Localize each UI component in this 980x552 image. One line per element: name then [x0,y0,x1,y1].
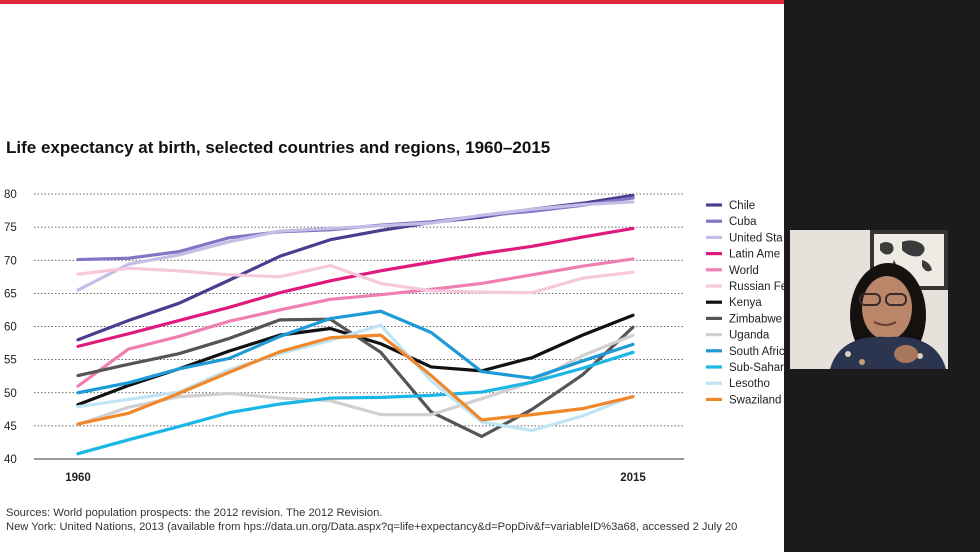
y-tick-label: 55 [4,355,17,367]
series-line-uganda [76,333,635,427]
presenter-video-thumbnail[interactable] [790,230,948,369]
legend-label: Kenya [729,297,762,309]
legend-label: Russian Fe [729,281,784,293]
legend-label: Chile [729,200,755,212]
y-tick-label: 45 [4,421,17,433]
x-tick-label: 2015 [620,472,646,484]
sources-line-1: Sources: World population prospects: the… [6,507,383,519]
legend-label: Swaziland [729,394,781,406]
y-tick-label: 40 [4,454,17,466]
presenter-mouth [873,321,897,326]
presenter-face [862,276,912,340]
series-line-swaziland [76,333,635,426]
legend-label: South Afric [729,346,784,358]
series-line-lesotho [76,323,635,433]
glasses-left [859,293,881,306]
gridlines [34,193,684,460]
y-tick-label: 50 [4,388,17,400]
legend-label: Zimbabwe [729,313,782,325]
shirt-pattern-dot [845,351,851,357]
presenter-shirt [830,336,946,369]
series-line-united-states [76,200,635,292]
presenter-hand [894,345,918,363]
glasses-right [885,293,907,306]
series-line-world [76,257,635,388]
chart-title: Life expectancy at birth, selected count… [6,138,551,157]
line-chart: 40 45 50 55 60 65 70 75 80 1960 2015 Chile Cuba Uni… [4,189,784,484]
y-tick-label: 60 [4,322,17,334]
series-line-chile [76,193,635,342]
legend-label: United Sta [729,232,783,244]
legend-label: World [729,265,759,277]
legend-label: Latin Ame [729,249,780,261]
y-tick-label: 75 [4,222,17,234]
legend-label: Cuba [729,216,757,228]
legend-label: Sub-Sahara [729,362,784,374]
series-lines [76,193,635,456]
y-tick-label: 80 [4,189,17,201]
x-axis-ticks: 1960 2015 [65,472,646,484]
y-tick-label: 70 [4,255,17,267]
shirt-pattern-dot [917,353,923,359]
shirt-pattern-dot [859,359,865,365]
legend-label: Uganda [729,330,770,342]
y-tick-label: 65 [4,288,17,300]
series-line-sub-saharan-africa [76,350,635,456]
y-axis-ticks: 40 45 50 55 60 65 70 75 80 [4,189,17,466]
x-tick-label: 1960 [65,472,91,484]
sources-line-2: New York: United Nations, 2013 (availabl… [6,521,738,533]
series-line-south-africa [76,309,635,395]
series-line-russian-federation [76,263,635,295]
legend: Chile Cuba United Sta Latin Ame World Russian… [706,200,784,406]
presentation-slide: Life expectancy at birth, selected count… [0,0,784,552]
legend-label: Lesotho [729,378,770,390]
slide-accent-bar [0,0,784,4]
